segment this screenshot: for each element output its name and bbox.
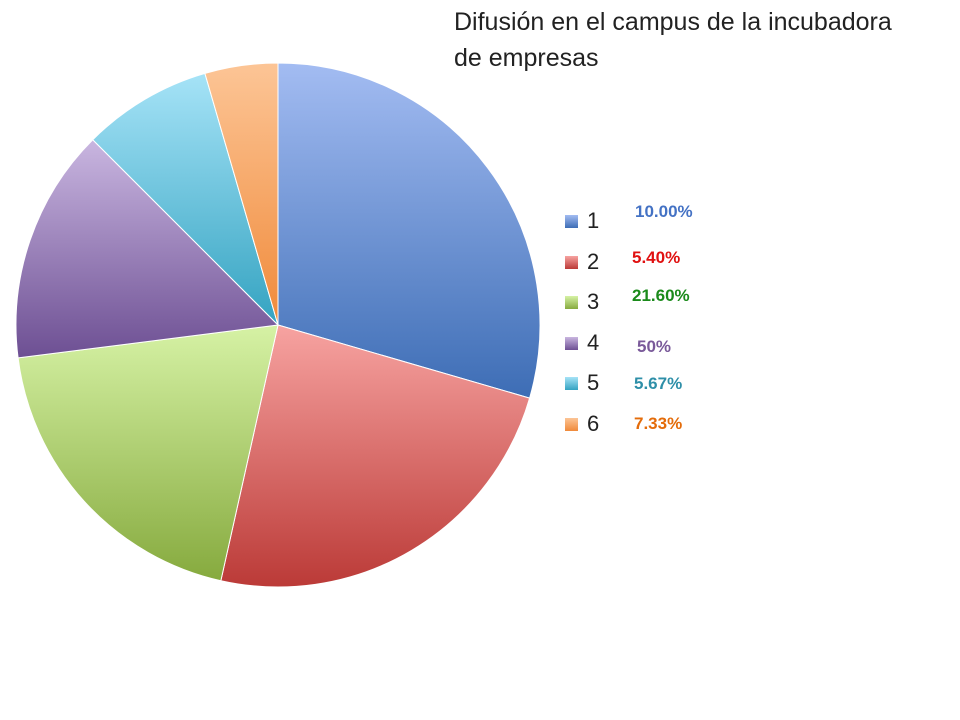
- legend-swatch-5: [565, 376, 578, 390]
- legend-label-4: 4: [587, 330, 600, 355]
- legend-swatch-2: [565, 255, 578, 269]
- legend-label-5: 5: [587, 370, 600, 395]
- pie-slice-5: [92, 72, 279, 326]
- legend-item-5: 5: [565, 368, 599, 398]
- pie-slice-6: [204, 62, 279, 326]
- legend-label-3: 3: [587, 289, 600, 314]
- pie-slice-1: [277, 62, 541, 399]
- annotation-5: 5.67%: [634, 374, 683, 393]
- legend-label-6: 6: [587, 411, 600, 436]
- legend-item-1: 1: [565, 206, 599, 236]
- chart-title: Difusión en el campus de la incubadora d…: [454, 4, 954, 76]
- annotation-4: 50%: [637, 337, 672, 356]
- annotation-3: 21.60%: [632, 286, 690, 305]
- pie-slice-3: [17, 324, 279, 582]
- pie-slices: [15, 62, 541, 588]
- legend-swatch-4: [565, 336, 578, 350]
- pie-slice-2: [220, 324, 531, 588]
- legend-item-2: 2: [565, 247, 599, 277]
- annotation-1: 10.00%: [635, 202, 693, 221]
- legend-swatch-3: [565, 295, 578, 309]
- chart-title-line-2: de empresas: [454, 44, 599, 72]
- legend-label-1: 1: [587, 208, 600, 233]
- legend-item-4: 4: [565, 328, 599, 358]
- legend-item-3: 3: [565, 287, 599, 317]
- annotation-2: 5.40%: [632, 248, 681, 267]
- legend-label-2: 2: [587, 249, 600, 274]
- legend-swatch-1: [565, 214, 578, 228]
- legend-item-6: 6: [565, 409, 599, 439]
- pie-slice-4: [15, 139, 280, 359]
- legend-swatch-6: [565, 417, 578, 431]
- chart-title-line-1: Difusión en el campus de la incubadora: [454, 8, 892, 36]
- annotation-6: 7.33%: [634, 414, 683, 433]
